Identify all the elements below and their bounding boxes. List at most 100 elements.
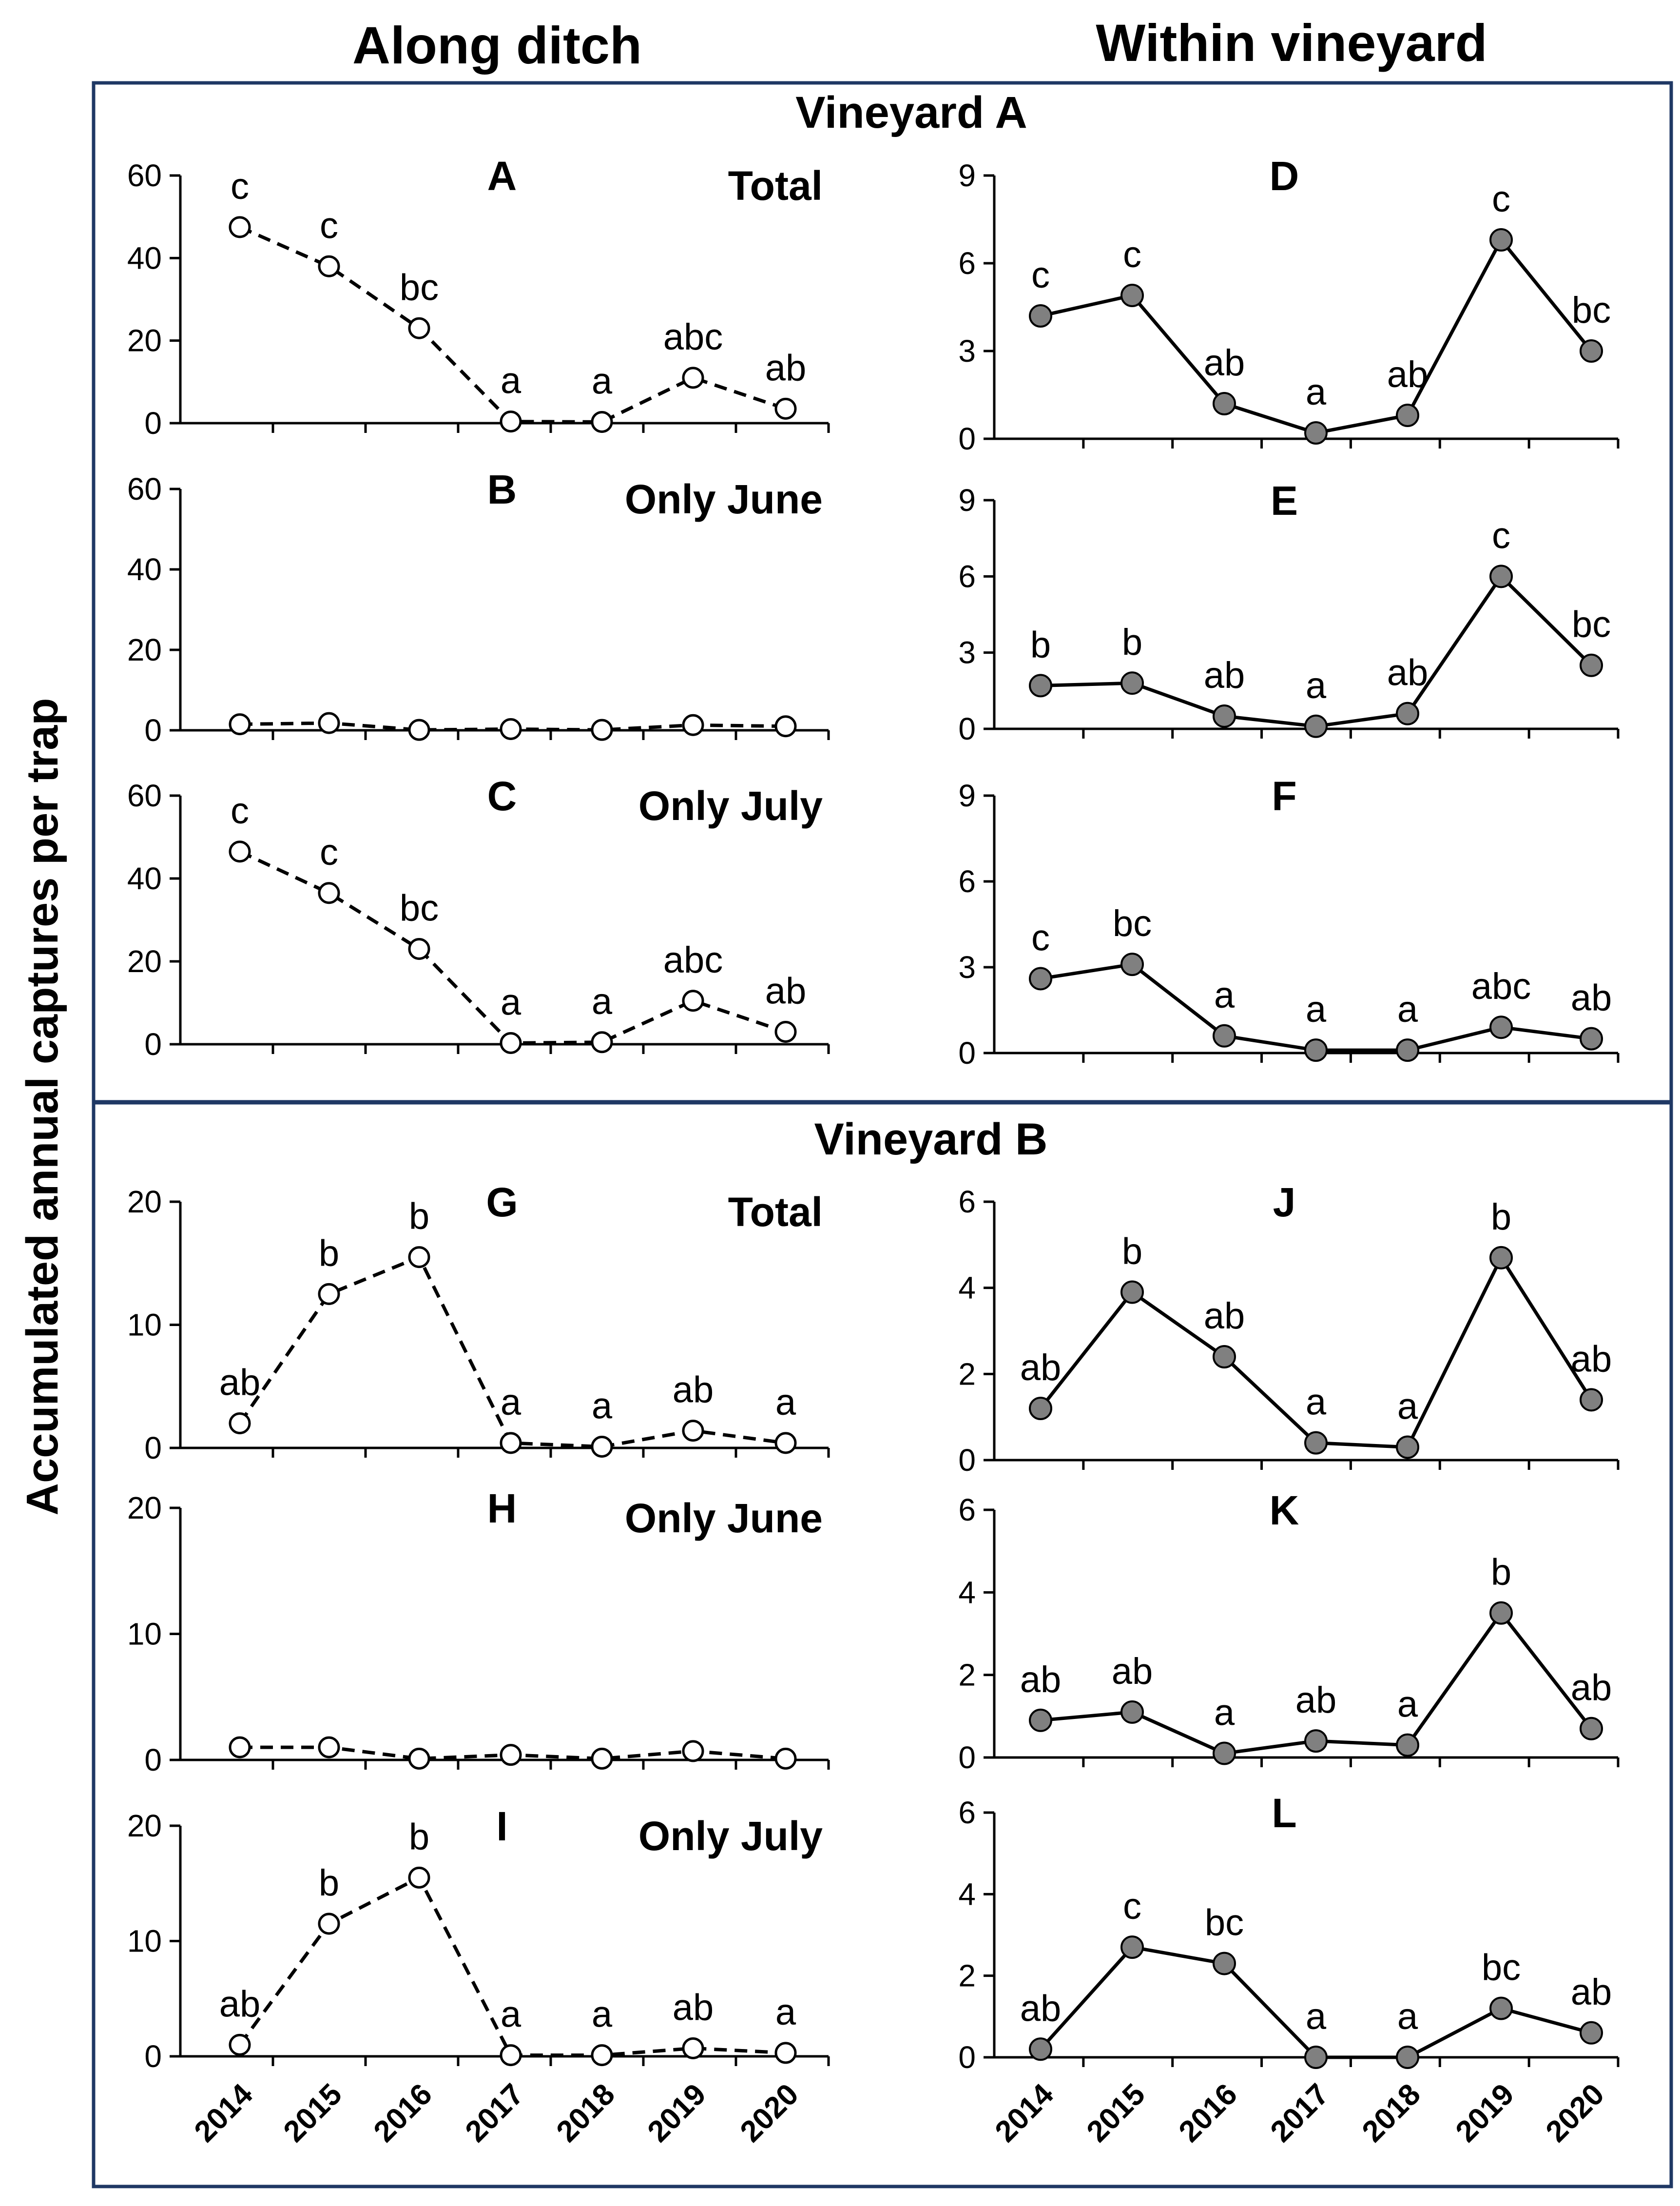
y-tick-label: 0 [958, 711, 976, 746]
data-point [1120, 1280, 1144, 1304]
data-point [1213, 1741, 1236, 1765]
x-tick-label-year: 2019 [1449, 2077, 1521, 2148]
data-point [682, 1740, 704, 1762]
data-point [1580, 2021, 1603, 2045]
significance-letter: c [1031, 917, 1050, 958]
significance-letter: b [409, 1196, 429, 1237]
significance-letter: a [775, 1382, 796, 1423]
panel-letter: D [1270, 153, 1299, 199]
data-point [1120, 1935, 1144, 1959]
data-point [1304, 2046, 1328, 2069]
significance-letter: a [501, 360, 521, 402]
significance-letter: ab [673, 1369, 714, 1411]
significance-letter: b [1122, 1231, 1142, 1272]
data-point [682, 990, 704, 1012]
data-point [1489, 1601, 1513, 1625]
data-point [1489, 228, 1513, 252]
panel-letter: B [487, 467, 517, 512]
data-point [1396, 2046, 1419, 2069]
significance-letter: a [1214, 975, 1235, 1016]
significance-letter: a [1397, 1684, 1418, 1725]
significance-letter: c [320, 205, 338, 246]
x-tick-label-year: 2015 [1081, 2077, 1152, 2148]
significance-letter: c [1492, 515, 1510, 556]
data-point [1304, 1431, 1328, 1455]
data-point [408, 317, 430, 339]
data-point [591, 1747, 613, 1770]
x-axis-years-right: 2014 2015 2016 2017 2018 2019 2020 [989, 2077, 1611, 2149]
panel-g: 0 10 20 ab b b a a ab a G Total [127, 1179, 830, 1465]
data-point [318, 1283, 340, 1305]
y-tick-label: 0 [144, 1742, 162, 1777]
data-point [682, 714, 704, 736]
data-point [1029, 1397, 1052, 1420]
significance-letter: bc [400, 888, 439, 929]
data-point [1489, 1015, 1513, 1039]
data-point [774, 1021, 797, 1043]
data-point [591, 1031, 613, 1054]
vineyard-b-title: Vineyard B [814, 1114, 1048, 1164]
y-tick-label: 20 [127, 1490, 162, 1525]
y-tick-label: 3 [958, 950, 976, 985]
significance-letter: ab [1204, 655, 1245, 696]
significance-letter: ab [1387, 354, 1429, 395]
y-tick-label: 0 [958, 2040, 976, 2075]
panel-subtitle: Only July [638, 783, 823, 829]
significance-letter: c [231, 790, 249, 832]
data-point [1396, 404, 1419, 427]
data-point [229, 1412, 251, 1434]
x-tick-label-year: 2018 [550, 2077, 621, 2148]
y-tick-label: 4 [958, 1575, 976, 1610]
significance-letter: ab [673, 1987, 714, 2028]
significance-letter: b [1122, 622, 1142, 663]
y-tick-label: 4 [958, 1270, 976, 1306]
x-tick-label-year: 2017 [1264, 2077, 1335, 2148]
significance-letter: abc [1471, 966, 1531, 1007]
data-point [1029, 1708, 1052, 1732]
significance-letter: ab [219, 1362, 261, 1404]
data-point [1213, 1024, 1236, 1048]
y-tick-label: 10 [127, 1924, 162, 1959]
y-axis-title: Accumulated annual captures per trap [18, 698, 67, 1516]
y-tick-label: 2 [958, 1958, 976, 1993]
x-tick-label-year: 2014 [188, 2077, 260, 2149]
data-point [229, 2033, 251, 2056]
y-tick-label: 10 [127, 1308, 162, 1343]
significance-letter: ab [765, 347, 807, 389]
y-tick-label: 9 [958, 158, 976, 193]
panel-i: 0 10 20 ab b b a a ab a I Only July [127, 1803, 830, 2074]
significance-letter: bc [1572, 604, 1611, 645]
x-tick-label-year: 2014 [989, 2077, 1061, 2149]
data-point [318, 882, 340, 904]
significance-letter: b [319, 1232, 339, 1274]
significance-letter: ab [1020, 1988, 1062, 2029]
panel-letter: E [1271, 478, 1298, 524]
x-tick-label-year: 2016 [1173, 2077, 1244, 2148]
data-point [1304, 1038, 1328, 1062]
data-point [408, 938, 430, 960]
col-title-within-vineyard: Within vineyard [1096, 13, 1487, 72]
significance-letter: a [592, 360, 613, 402]
data-point [1304, 714, 1328, 738]
y-tick-label: 60 [127, 471, 162, 507]
y-tick-label: 0 [958, 1740, 976, 1775]
data-point [1213, 1952, 1236, 1975]
data-point [1580, 1027, 1603, 1051]
significance-letter: a [501, 1994, 521, 2035]
y-tick-label: 0 [144, 713, 162, 748]
data-point [1580, 339, 1603, 363]
data-point [1489, 565, 1513, 588]
y-tick-label: 40 [127, 552, 162, 587]
y-tick-label: 20 [127, 632, 162, 667]
significance-letter: ab [1295, 1679, 1337, 1721]
x-tick-label-year: 2020 [1540, 2077, 1611, 2148]
data-point [1396, 1435, 1419, 1459]
data-point [408, 719, 430, 741]
significance-letter: ab [1571, 1338, 1612, 1380]
data-point [1029, 2037, 1052, 2061]
data-point [1120, 284, 1144, 307]
